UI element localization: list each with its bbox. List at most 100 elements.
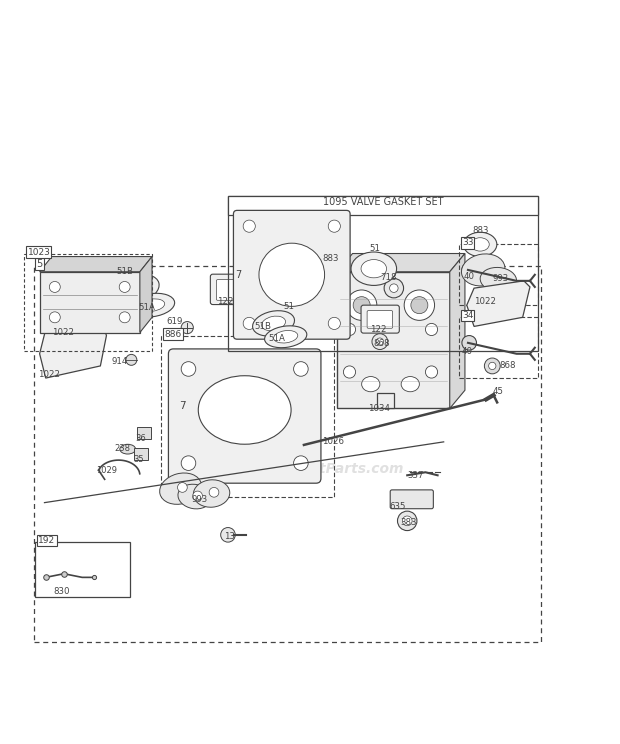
Text: 7: 7 bbox=[179, 402, 186, 411]
Ellipse shape bbox=[471, 238, 489, 251]
Text: 619: 619 bbox=[166, 318, 182, 327]
Text: 1029: 1029 bbox=[96, 466, 117, 475]
Text: 868: 868 bbox=[500, 361, 516, 371]
FancyBboxPatch shape bbox=[390, 490, 433, 509]
Text: 51A: 51A bbox=[268, 334, 286, 343]
Text: 883: 883 bbox=[322, 254, 339, 263]
Ellipse shape bbox=[252, 285, 301, 321]
Bar bbox=[459, 245, 538, 305]
Text: 40: 40 bbox=[462, 347, 473, 356]
Circle shape bbox=[328, 317, 340, 330]
FancyBboxPatch shape bbox=[367, 311, 392, 328]
Text: 886: 886 bbox=[164, 330, 182, 339]
Circle shape bbox=[209, 487, 219, 497]
Text: 830: 830 bbox=[53, 586, 70, 596]
Ellipse shape bbox=[351, 252, 397, 286]
Text: 36: 36 bbox=[136, 434, 146, 443]
Ellipse shape bbox=[140, 299, 165, 312]
Ellipse shape bbox=[262, 292, 291, 314]
Bar bbox=[377, 394, 394, 408]
Circle shape bbox=[489, 362, 496, 370]
Polygon shape bbox=[40, 318, 107, 378]
Circle shape bbox=[119, 312, 130, 323]
Text: eReplacementParts.com: eReplacementParts.com bbox=[216, 462, 404, 476]
Text: 883: 883 bbox=[473, 225, 489, 234]
Text: 35: 35 bbox=[133, 455, 144, 464]
Bar bbox=[33, 266, 541, 642]
Text: 1022: 1022 bbox=[474, 298, 496, 307]
Ellipse shape bbox=[480, 267, 516, 292]
Text: 192: 192 bbox=[38, 536, 56, 545]
Text: 7: 7 bbox=[235, 270, 242, 280]
Circle shape bbox=[181, 321, 193, 334]
Circle shape bbox=[402, 516, 412, 526]
Text: 51: 51 bbox=[283, 302, 294, 311]
Text: 993: 993 bbox=[492, 275, 508, 283]
Polygon shape bbox=[40, 257, 152, 272]
Circle shape bbox=[343, 324, 356, 336]
Ellipse shape bbox=[265, 326, 307, 347]
Text: 1034: 1034 bbox=[368, 404, 390, 414]
Ellipse shape bbox=[463, 232, 497, 257]
Polygon shape bbox=[337, 254, 465, 272]
FancyBboxPatch shape bbox=[210, 275, 250, 304]
Circle shape bbox=[243, 220, 255, 232]
Text: 238: 238 bbox=[114, 444, 130, 453]
Ellipse shape bbox=[198, 376, 291, 444]
Text: 122: 122 bbox=[217, 297, 234, 306]
Text: 51B: 51B bbox=[117, 267, 134, 276]
Circle shape bbox=[243, 317, 255, 330]
Circle shape bbox=[119, 281, 130, 292]
Circle shape bbox=[372, 334, 388, 350]
Circle shape bbox=[181, 362, 196, 376]
Circle shape bbox=[404, 290, 435, 321]
FancyBboxPatch shape bbox=[216, 280, 243, 301]
Circle shape bbox=[411, 297, 428, 314]
Text: 993: 993 bbox=[192, 496, 208, 504]
Circle shape bbox=[177, 483, 187, 493]
Circle shape bbox=[347, 290, 377, 321]
Text: 5: 5 bbox=[37, 259, 43, 269]
Text: 1022: 1022 bbox=[38, 371, 60, 379]
Ellipse shape bbox=[259, 243, 325, 307]
Ellipse shape bbox=[178, 484, 211, 509]
Bar bbox=[228, 196, 538, 350]
Circle shape bbox=[193, 491, 203, 501]
Bar bbox=[35, 542, 130, 597]
Circle shape bbox=[384, 278, 404, 298]
Circle shape bbox=[328, 220, 340, 232]
Ellipse shape bbox=[361, 260, 386, 278]
Text: 718: 718 bbox=[381, 273, 397, 282]
Text: 122: 122 bbox=[370, 325, 386, 334]
Text: 914: 914 bbox=[112, 357, 128, 366]
Circle shape bbox=[462, 263, 477, 278]
Bar bbox=[24, 254, 152, 350]
Ellipse shape bbox=[461, 254, 505, 286]
Text: 1023: 1023 bbox=[27, 248, 50, 257]
Circle shape bbox=[462, 336, 477, 350]
FancyBboxPatch shape bbox=[337, 272, 450, 408]
Ellipse shape bbox=[252, 311, 294, 336]
Text: 337: 337 bbox=[407, 471, 423, 480]
Text: 383: 383 bbox=[400, 518, 417, 527]
Polygon shape bbox=[450, 254, 465, 408]
FancyBboxPatch shape bbox=[40, 272, 140, 333]
Text: 33: 33 bbox=[462, 238, 474, 248]
Text: 13: 13 bbox=[224, 532, 235, 541]
Ellipse shape bbox=[160, 473, 202, 504]
FancyBboxPatch shape bbox=[138, 427, 151, 440]
Ellipse shape bbox=[310, 259, 343, 283]
Polygon shape bbox=[140, 257, 152, 333]
Ellipse shape bbox=[120, 444, 136, 454]
Circle shape bbox=[389, 284, 398, 292]
Circle shape bbox=[50, 312, 60, 323]
Text: 51B: 51B bbox=[254, 321, 271, 330]
Text: 1022: 1022 bbox=[51, 328, 74, 337]
Text: 40: 40 bbox=[463, 272, 474, 281]
Text: 635: 635 bbox=[389, 501, 405, 510]
FancyBboxPatch shape bbox=[135, 448, 148, 460]
Ellipse shape bbox=[361, 376, 380, 392]
Circle shape bbox=[376, 338, 384, 345]
Circle shape bbox=[294, 456, 308, 470]
Ellipse shape bbox=[115, 275, 159, 304]
